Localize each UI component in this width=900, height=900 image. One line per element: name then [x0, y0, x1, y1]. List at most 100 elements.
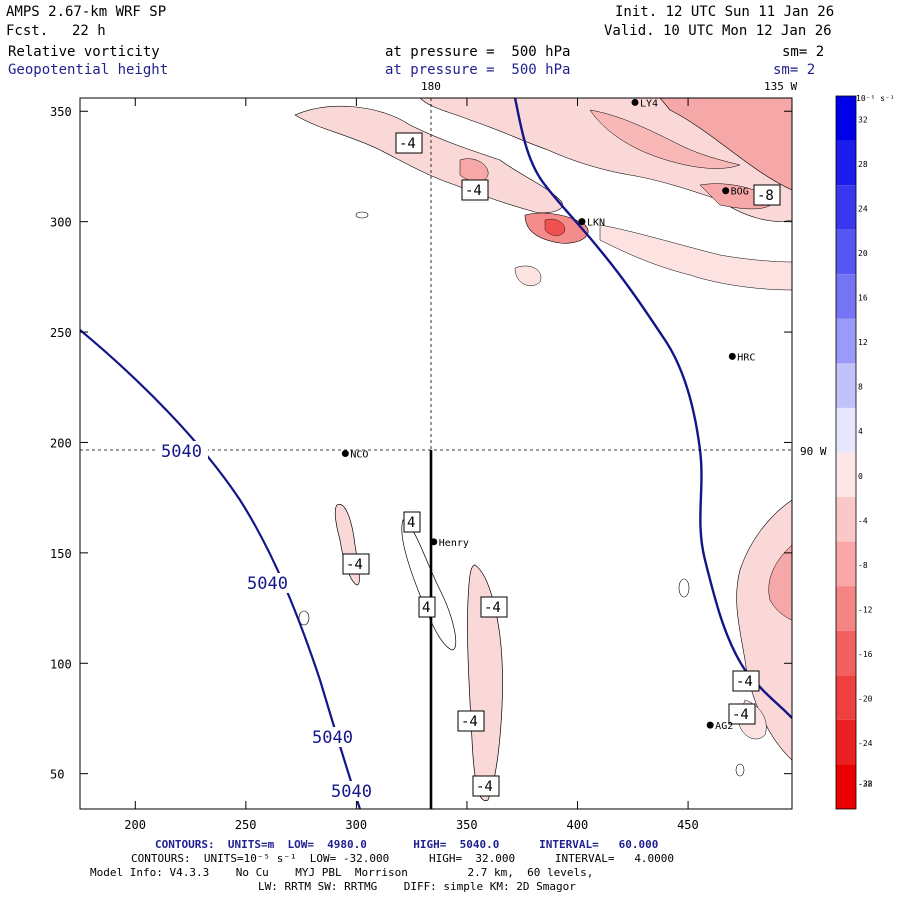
- colorbar-tick-label: -4: [858, 516, 868, 525]
- station-marker-lkn: [578, 218, 586, 226]
- colorbar-tick-label: 0: [858, 472, 863, 481]
- valid-time: Valid. 10 UTC Mon 12 Jan 26: [604, 23, 832, 39]
- footer-model-info: Model Info: V4.3.3 No Cu MYJ PBL Morriso…: [90, 866, 594, 879]
- y-tick-label: 300: [50, 216, 72, 230]
- y-tick-label: 50: [50, 768, 64, 782]
- y-tick-label: 200: [50, 436, 72, 450]
- height-label-4: 5040: [331, 782, 372, 802]
- x-tick-label: 400: [567, 818, 589, 832]
- footer-vorticity-contours: CONTOURS: UNITS=10⁻⁵ s⁻¹ LOW= -32.000 HI…: [131, 852, 675, 865]
- height-label-1: 5040: [161, 442, 202, 462]
- y-tick-label: 150: [50, 547, 72, 561]
- vorticity-labels: -4 -4 -4 4 4 -4 -4 -4 -4 -4 -8: [342, 132, 781, 797]
- x-tick-label: 450: [677, 818, 699, 832]
- colorbar-tick-label: -28: [858, 780, 873, 789]
- colorbar-swatch: [836, 541, 856, 587]
- plot-frame: [79, 97, 793, 810]
- colorbar-swatch: [836, 363, 856, 408]
- colorbar-tick-label: -24: [858, 739, 873, 748]
- colorbar-swatch: [836, 675, 856, 720]
- colorbar-swatch: [836, 185, 856, 230]
- colorbar-tick-label: -12: [858, 605, 873, 614]
- colorbar-tick-label: -16: [858, 650, 873, 659]
- coastline: [513, 98, 792, 719]
- x-tick-label: 300: [345, 818, 367, 832]
- stations: NCO Henry HRC AG2 BOG LKN LY4: [341, 98, 755, 732]
- lon-135w-label: 135 W: [764, 80, 797, 93]
- vort-label-8: -4: [476, 779, 493, 795]
- colorbar-swatch: [836, 630, 856, 676]
- y-tick-label: 250: [50, 326, 72, 340]
- colorbar-swatch: [836, 452, 856, 498]
- station-marker-hrc: [728, 352, 736, 360]
- colorbar-tick-label: 24: [858, 204, 868, 213]
- field2-name: Geopotential height: [8, 62, 169, 78]
- colorbar-swatch: [836, 586, 856, 631]
- vort-label-2: -4: [465, 183, 482, 199]
- station-label-bog: BOG: [731, 187, 749, 198]
- colorbar-tick-label: -8: [858, 561, 868, 570]
- lon-90w-label: 90 W: [800, 445, 827, 458]
- station-marker-ly4: [631, 98, 639, 106]
- colorbar-swatch: [836, 229, 856, 275]
- x-tick-label: 350: [456, 818, 478, 832]
- station-label-hrc: HRC: [737, 352, 755, 363]
- colorbar-swatch: [836, 719, 856, 765]
- vort-label-1: -4: [399, 136, 416, 152]
- colorbar-tick-label: 4: [858, 427, 863, 436]
- station-marker-ag2: [706, 721, 714, 729]
- colorbar-frame: [835, 95, 857, 810]
- model-title: AMPS 2.67-km WRF SP: [6, 4, 167, 20]
- vort-label-5: 4: [422, 600, 430, 616]
- colorbar-swatch: [836, 140, 856, 186]
- init-time: Init. 12 UTC Sun 11 Jan 26: [615, 4, 835, 20]
- colorbar-swatch: [836, 497, 856, 542]
- colorbar-swatch: [836, 318, 856, 364]
- y-tick-label: 350: [50, 105, 72, 119]
- forecast-value: 22 h: [72, 23, 106, 39]
- vort-label-6: -4: [484, 600, 501, 616]
- x-tick-label: 250: [235, 818, 257, 832]
- station-label-henry: Henry: [439, 538, 469, 549]
- vort-label-11: -8: [757, 188, 774, 204]
- colorbar-tick-label: 16: [858, 294, 868, 303]
- y-tick-label: 100: [50, 657, 72, 671]
- field2-level: at pressure = 500 hPa: [385, 62, 571, 78]
- x-tick-label: 200: [124, 818, 146, 832]
- vorticity-lobes: [298, 211, 745, 801]
- footer-height-contours: CONTOURS: UNITS=m LOW= 4980.0 HIGH= 5040…: [155, 838, 659, 851]
- footer-physics-info: LW: RRTM SW: RRTMG DIFF: simple KM: 2D S…: [258, 880, 576, 893]
- colorbar-tick-label: 32: [858, 115, 868, 124]
- colorbar-tick-label: 20: [858, 249, 868, 258]
- field1-name: Relative vorticity: [8, 44, 160, 60]
- colorbar-tick-label: -32: [858, 780, 873, 789]
- station-marker-henry: [430, 538, 438, 546]
- colorbar-swatch: [836, 274, 856, 319]
- vort-label-3: -4: [346, 557, 363, 573]
- height-labels: 5040 5040 5040 5040: [158, 441, 378, 802]
- forecast-label: Fcst.: [6, 23, 49, 39]
- lon-180-label: 180: [421, 80, 441, 93]
- vort-label-10: -4: [732, 707, 749, 723]
- colorbar: 32 28 24 20 16 12 8 4 0 -4 -8 -12 -16 -20 -24 -28-32: [835, 95, 873, 810]
- vort-label-4: 4: [407, 515, 415, 531]
- station-label-nco: NCO: [350, 450, 368, 461]
- field1-smoothing: sm= 2: [782, 44, 825, 60]
- field1-level: at pressure = 500 hPa: [385, 44, 571, 60]
- station-marker-nco: [341, 450, 349, 457]
- vort-label-9: -4: [736, 674, 753, 690]
- height-label-2: 5040: [247, 574, 288, 594]
- vorticity-shading-north: [294, 98, 792, 291]
- colorbar-tick-label: 28: [858, 160, 868, 169]
- station-label-ly4: LY4: [640, 98, 658, 109]
- colorbar-swatch: [836, 407, 856, 453]
- colorbar-swatch: [836, 96, 856, 141]
- field2-smoothing: sm= 2: [773, 62, 816, 78]
- height-label-3: 5040: [312, 728, 353, 748]
- station-label-ag2: AG2: [715, 721, 733, 732]
- colorbar-swatch: [836, 764, 856, 809]
- colorbar-tick-label: 8: [858, 383, 863, 392]
- station-marker-bog: [722, 187, 730, 195]
- colorbar-tick-label: -20: [858, 695, 873, 704]
